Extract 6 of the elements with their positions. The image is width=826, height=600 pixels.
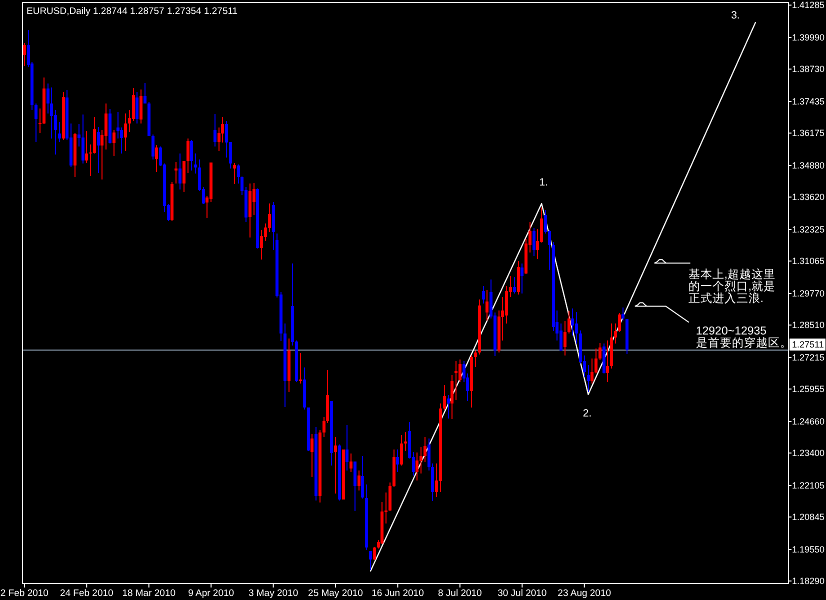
annotation: 2.	[582, 407, 592, 420]
annotation: 1.	[539, 176, 548, 189]
annotation: 3.	[731, 10, 740, 22]
annotation: 基本上,超越这里的一个烈口,就是正式进入三浪.	[688, 269, 776, 306]
title: EURUSD,Daily 1.28744 1.28757 1.27354 1.27511	[26, 6, 238, 17]
annotation: 12920~12935是首要的穿越区。	[696, 325, 792, 350]
